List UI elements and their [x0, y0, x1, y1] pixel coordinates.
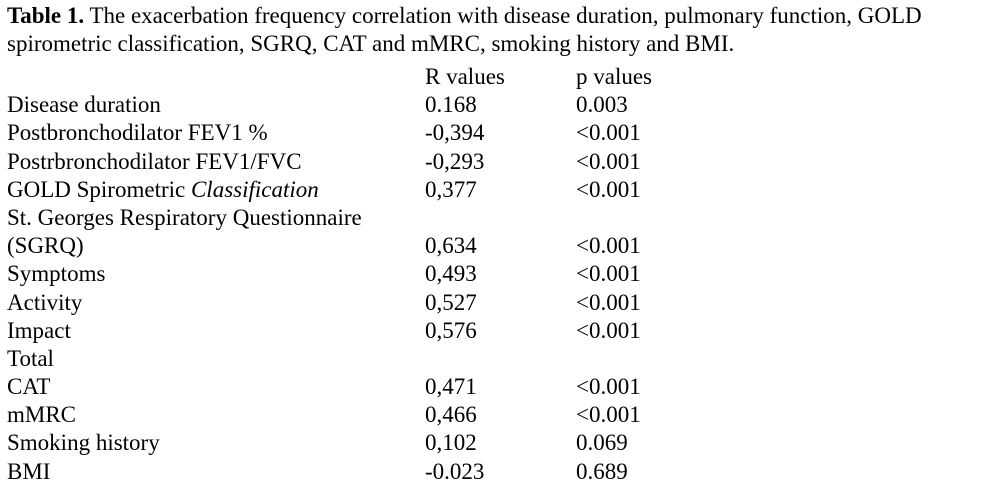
header-p-values: p values — [576, 64, 653, 89]
row-label: mMRC — [7, 402, 77, 428]
row-label: Postrbronchodilator FEV1/FVC — [7, 148, 302, 174]
table-header-row: R values p values — [7, 63, 987, 91]
row-label: Postbronchodilator FEV1 % — [7, 120, 268, 146]
row-r-value: -0,394 — [425, 120, 485, 146]
row-label: Disease duration — [7, 92, 161, 118]
row-label: BMI — [7, 458, 51, 484]
table-row: Smoking history 0,102 0.069 — [7, 429, 987, 457]
table-row: Total — [7, 345, 987, 373]
table-row: Postrbronchodilator FEV1/FVC -0,293 <0.0… — [7, 148, 987, 176]
row-p-value: 0.003 — [576, 92, 628, 118]
row-r-value: -0,293 — [425, 148, 485, 174]
caption-text-1: The exacerbation frequency correlation w… — [84, 3, 922, 28]
row-r-value: 0,471 — [425, 374, 477, 400]
row-p-value: <0.001 — [576, 317, 641, 343]
correlation-table: R values p values Disease duration 0.168… — [7, 63, 987, 486]
table-row: GOLD Spirometric Classification 0,377 <0… — [7, 176, 987, 204]
row-p-value: <0.001 — [576, 261, 641, 287]
row-label: St. Georges Respiratory Questionnaire — [7, 204, 362, 230]
row-p-value: <0.001 — [576, 148, 641, 174]
row-label: Symptoms — [7, 261, 106, 287]
table-row: (SGRQ) 0,634 <0.001 — [7, 232, 987, 260]
table-row: Impact 0,576 <0.001 — [7, 317, 987, 345]
row-label: (SGRQ) — [7, 233, 84, 259]
row-p-value: <0.001 — [576, 374, 641, 400]
row-label: CAT — [7, 374, 51, 400]
row-p-value: 0.689 — [576, 458, 628, 484]
row-r-value: 0,576 — [425, 317, 477, 343]
row-r-value: 0,493 — [425, 261, 477, 287]
table-caption: Table 1. The exacerbation frequency corr… — [7, 2, 997, 58]
table-row: St. Georges Respiratory Questionnaire — [7, 204, 987, 232]
caption-line-1: Table 1. The exacerbation frequency corr… — [7, 2, 997, 30]
row-r-value: 0,466 — [425, 402, 477, 428]
row-r-value: 0,634 — [425, 233, 477, 259]
row-label-italic: Classification — [190, 176, 319, 202]
row-r-value: 0,102 — [425, 430, 477, 456]
row-label: Activity — [7, 289, 83, 315]
row-p-value: 0.069 — [576, 430, 628, 456]
table-row: Symptoms 0,493 <0.001 — [7, 260, 987, 288]
row-label: GOLD Spirometric Classification — [7, 176, 319, 204]
row-r-value: -0.023 — [425, 458, 485, 484]
header-r-values: R values — [425, 64, 505, 89]
table-row: mMRC 0,466 <0.001 — [7, 401, 987, 429]
table-row: Postbronchodilator FEV1 % -0,394 <0.001 — [7, 119, 987, 147]
row-label: Impact — [7, 317, 71, 343]
table-row: CAT 0,471 <0.001 — [7, 373, 987, 401]
table-row: Activity 0,527 <0.001 — [7, 289, 987, 317]
caption-label: Table 1. — [7, 3, 85, 28]
caption-line-2: spirometric classification, SGRQ, CAT an… — [7, 31, 735, 57]
row-p-value: <0.001 — [576, 176, 641, 202]
row-label-plain: GOLD Spirometric — [7, 176, 191, 202]
row-label: Total — [7, 345, 54, 371]
row-p-value: <0.001 — [576, 402, 641, 428]
row-r-value: 0,377 — [425, 176, 477, 202]
row-r-value: 0,527 — [425, 289, 477, 315]
row-p-value: <0.001 — [576, 233, 641, 259]
row-p-value: <0.001 — [576, 289, 641, 315]
table-row: BMI -0.023 0.689 — [7, 458, 987, 486]
table-row: Disease duration 0.168 0.003 — [7, 91, 987, 119]
row-r-value: 0.168 — [425, 92, 477, 118]
row-label: Smoking history — [7, 430, 160, 456]
row-p-value: <0.001 — [576, 120, 641, 146]
